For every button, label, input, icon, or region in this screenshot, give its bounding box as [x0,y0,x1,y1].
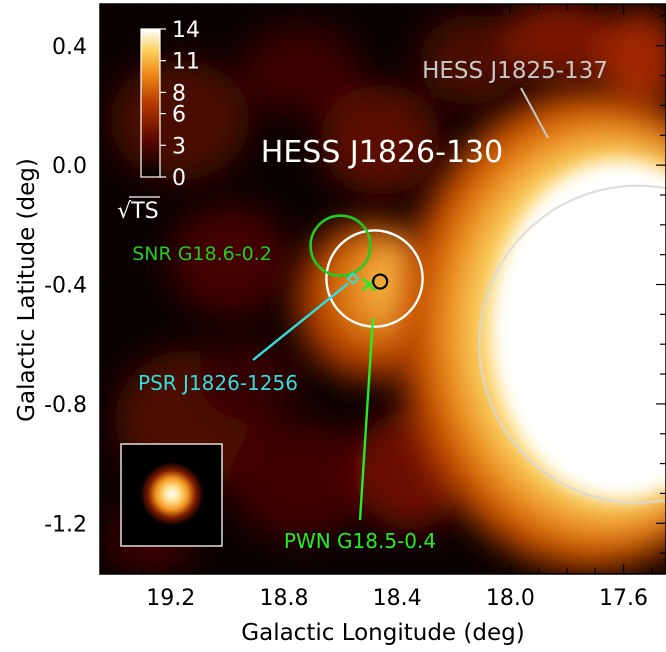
colorbar-tick-label: 6 [172,103,186,128]
best-fit-position-marker [372,273,389,290]
pwn-label: PWN G18.5-0.4 [284,529,436,553]
hess-j1826-label: HESS J1826-130 [261,135,503,170]
psf-inset [120,443,223,547]
y-tick-label: -0.8 [44,393,87,418]
colorbar-tick-label: 8 [172,81,186,106]
hess-j1826-circle [325,229,424,328]
x-axis: 19.2 18.8 18.4 18.0 17.6 [113,4,653,611]
colorbar-label: √TS [117,199,158,224]
y-axis: 0.4 0.0 -0.4 -0.8 -1.2 [44,15,666,554]
y-tick-label: -1.2 [44,512,87,537]
hess-j1825-circle [478,184,666,504]
source-markers: HESS J1825-137 HESS J1826-130 SNR G18.6-0.… [132,58,666,553]
x-tick-label: 17.6 [599,586,648,611]
psr-pointer [252,282,349,361]
plot-frame [99,3,666,575]
y-tick-label: 0.4 [52,35,87,60]
colorbar-tick-label: 0 [172,166,186,191]
psf-blob [140,462,204,526]
x-tick-label: 18.8 [259,586,308,611]
snr-label: SNR G18.6-0.2 [132,243,272,265]
hess-j1825-label: HESS J1825-137 [422,58,608,84]
x-tick-label: 18.0 [486,586,535,611]
colorbar: 14 11 86 3 0 √TS [117,18,200,224]
source-emission-j1825-core [490,160,666,500]
y-axis-label: Galactic Latitude (deg) [14,158,40,422]
colorbar-gradient [140,28,161,178]
pwn-pointer [358,317,375,521]
x-tick-label: 19.2 [146,586,195,611]
y-tick-label: -0.4 [44,274,87,299]
colorbar-tick-label: 14 [172,18,200,43]
psr-label: PSR J1826-1256 [138,371,298,395]
heatmap-image [100,4,666,574]
colorbar-tick-label: 3 [172,134,186,159]
hess-j1825-pointer [520,87,549,139]
x-axis-label: Galactic Longitude (deg) [241,620,524,646]
snr-circle [309,214,372,278]
x-tick-label: 18.4 [373,586,422,611]
y-tick-label: 0.0 [52,154,87,179]
colorbar-tick-label: 11 [172,50,200,75]
psr-marker [346,272,360,285]
